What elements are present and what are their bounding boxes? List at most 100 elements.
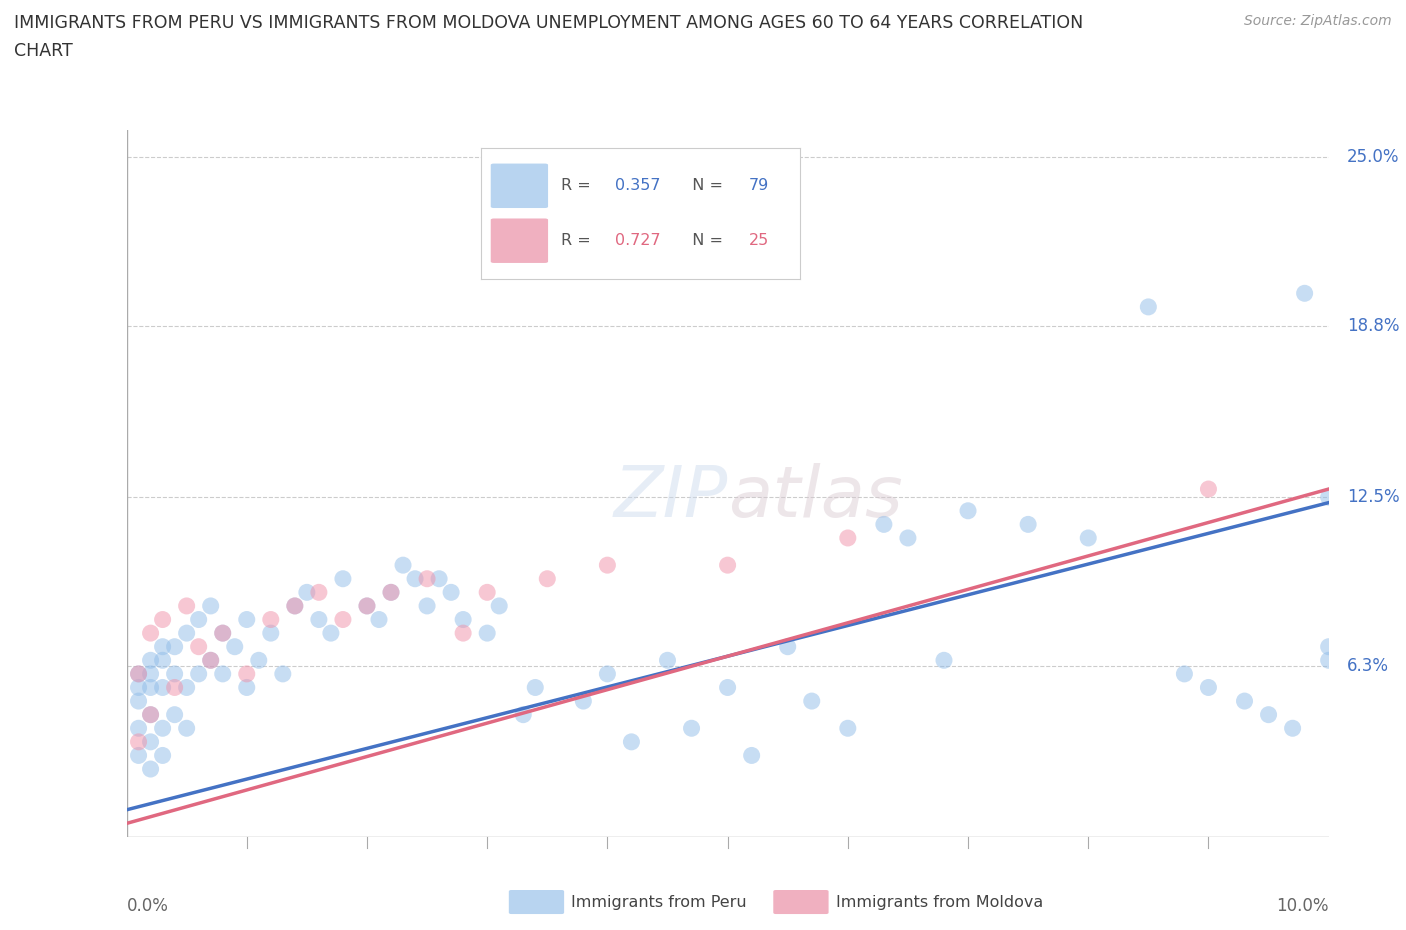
Point [224,639,246,654]
Point [295,585,318,600]
Text: Immigrants from Moldova: Immigrants from Moldova [835,895,1043,910]
Point [416,571,439,586]
Point [152,639,174,654]
Point [620,735,643,750]
Point [416,599,439,614]
Point [187,612,209,627]
Point [716,680,740,695]
Point [128,667,150,682]
Point [139,653,162,668]
Point [200,599,222,614]
Point [128,721,150,736]
Text: Immigrants from Peru: Immigrants from Peru [571,895,747,910]
Text: 25.0%: 25.0% [1347,149,1399,166]
Point [897,530,920,545]
Point [475,626,498,641]
Point [536,246,558,260]
Point [1017,517,1039,532]
Text: 18.8%: 18.8% [1347,317,1399,335]
Point [451,626,474,641]
Point [284,599,307,614]
Point [776,639,799,654]
Text: ZIP: ZIP [613,463,728,532]
Point [139,626,162,641]
Text: Source: ZipAtlas.com: Source: ZipAtlas.com [1244,14,1392,28]
Point [128,735,150,750]
Point [247,653,270,668]
Point [1317,639,1340,654]
Point [200,653,222,668]
Text: 6.3%: 6.3% [1347,657,1389,675]
Point [716,558,740,573]
Point [451,612,474,627]
Point [163,680,186,695]
Text: 0.0%: 0.0% [127,897,169,915]
Point [152,612,174,627]
Point [163,667,186,682]
Point [356,599,378,614]
Point [176,599,198,614]
Point [211,626,233,641]
Point [873,517,896,532]
Point [332,571,354,586]
Point [1281,721,1303,736]
Point [235,667,259,682]
Point [380,585,402,600]
Point [235,612,259,627]
Point [260,612,283,627]
Point [152,748,174,763]
Point [139,680,162,695]
Point [512,707,534,722]
Point [187,639,209,654]
Point [128,680,150,695]
Point [1257,707,1279,722]
Point [163,707,186,722]
Point [139,667,162,682]
Point [956,503,979,518]
Point [271,667,294,682]
Point [176,626,198,641]
Point [235,680,259,695]
Point [1233,694,1256,709]
Point [152,680,174,695]
Point [211,626,233,641]
FancyBboxPatch shape [509,890,564,914]
Point [176,721,198,736]
Point [139,762,162,777]
Point [128,748,150,763]
Point [800,694,823,709]
Point [741,748,763,763]
Text: IMMIGRANTS FROM PERU VS IMMIGRANTS FROM MOLDOVA UNEMPLOYMENT AMONG AGES 60 TO 64: IMMIGRANTS FROM PERU VS IMMIGRANTS FROM … [14,14,1083,32]
Point [475,585,498,600]
Point [139,735,162,750]
Point [152,653,174,668]
Point [837,530,859,545]
Point [596,667,619,682]
Point [657,653,679,668]
Text: atlas: atlas [728,463,903,532]
Point [1137,299,1160,314]
Point [1294,286,1316,300]
Text: CHART: CHART [14,42,73,60]
Point [139,707,162,722]
Point [380,585,402,600]
Point [260,626,283,641]
Point [536,571,558,586]
Point [128,667,150,682]
Point [404,571,426,586]
Point [332,612,354,627]
Point [308,612,330,627]
Point [392,558,415,573]
Point [427,571,450,586]
Point [932,653,955,668]
Point [128,694,150,709]
Point [319,626,342,641]
Point [139,707,162,722]
Point [524,680,547,695]
Point [200,653,222,668]
Point [1197,482,1219,497]
Point [440,585,463,600]
Point [163,639,186,654]
Text: 12.5%: 12.5% [1347,488,1399,506]
Point [1077,530,1099,545]
